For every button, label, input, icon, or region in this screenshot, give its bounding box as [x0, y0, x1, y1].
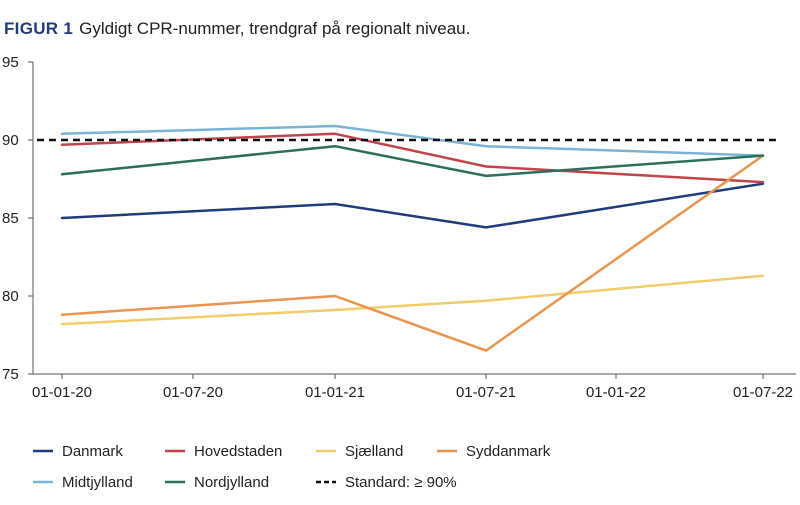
legend-label: Sjælland [345, 443, 403, 460]
series-line-sjælland [60, 274, 765, 326]
x-tick-label: 01-07-20 [163, 384, 223, 401]
x-tick-label: 01-07-22 [733, 384, 793, 401]
y-tick-label: 95 [2, 54, 19, 71]
figure-label: FIGUR 1 [4, 19, 74, 38]
x-tick-label: 01-01-21 [305, 384, 365, 401]
y-tick-label: 90 [2, 132, 19, 149]
x-tick-label: 01-01-22 [586, 384, 646, 401]
x-tick-label: 01-01-20 [32, 384, 92, 401]
chart-series-lines [37, 124, 779, 352]
y-tick-label: 80 [2, 288, 19, 305]
legend-label: Danmark [62, 443, 123, 460]
chart-axes: 75 80 85 90 95 01-01-20 01-07-20 01-01-21 01-07-… [2, 54, 796, 401]
series-line-midtjylland [60, 124, 765, 157]
legend-label: Standard: ≥ 90% [345, 474, 457, 491]
legend-label: Midtjylland [62, 474, 133, 491]
y-tick-label: 85 [2, 210, 19, 227]
y-tick-label: 75 [2, 366, 19, 383]
legend-label: Nordjylland [194, 474, 269, 491]
chart-legend: Danmark Hovedstaden Sjælland Syddanmark Midt… [33, 443, 551, 491]
x-tick-label: 01-07-21 [456, 384, 516, 401]
chart-title: FIGUR 1 Gyldigt CPR-nummer, trendgraf på … [4, 19, 470, 39]
legend-label: Hovedstaden [194, 443, 282, 460]
series-line-syddanmark [60, 154, 765, 352]
legend-label: Syddanmark [466, 443, 551, 460]
series-line-nordjylland [60, 144, 765, 178]
series-line-danmark [60, 182, 765, 229]
figure-title: Gyldigt CPR-nummer, trendgraf på regiona… [79, 19, 471, 38]
